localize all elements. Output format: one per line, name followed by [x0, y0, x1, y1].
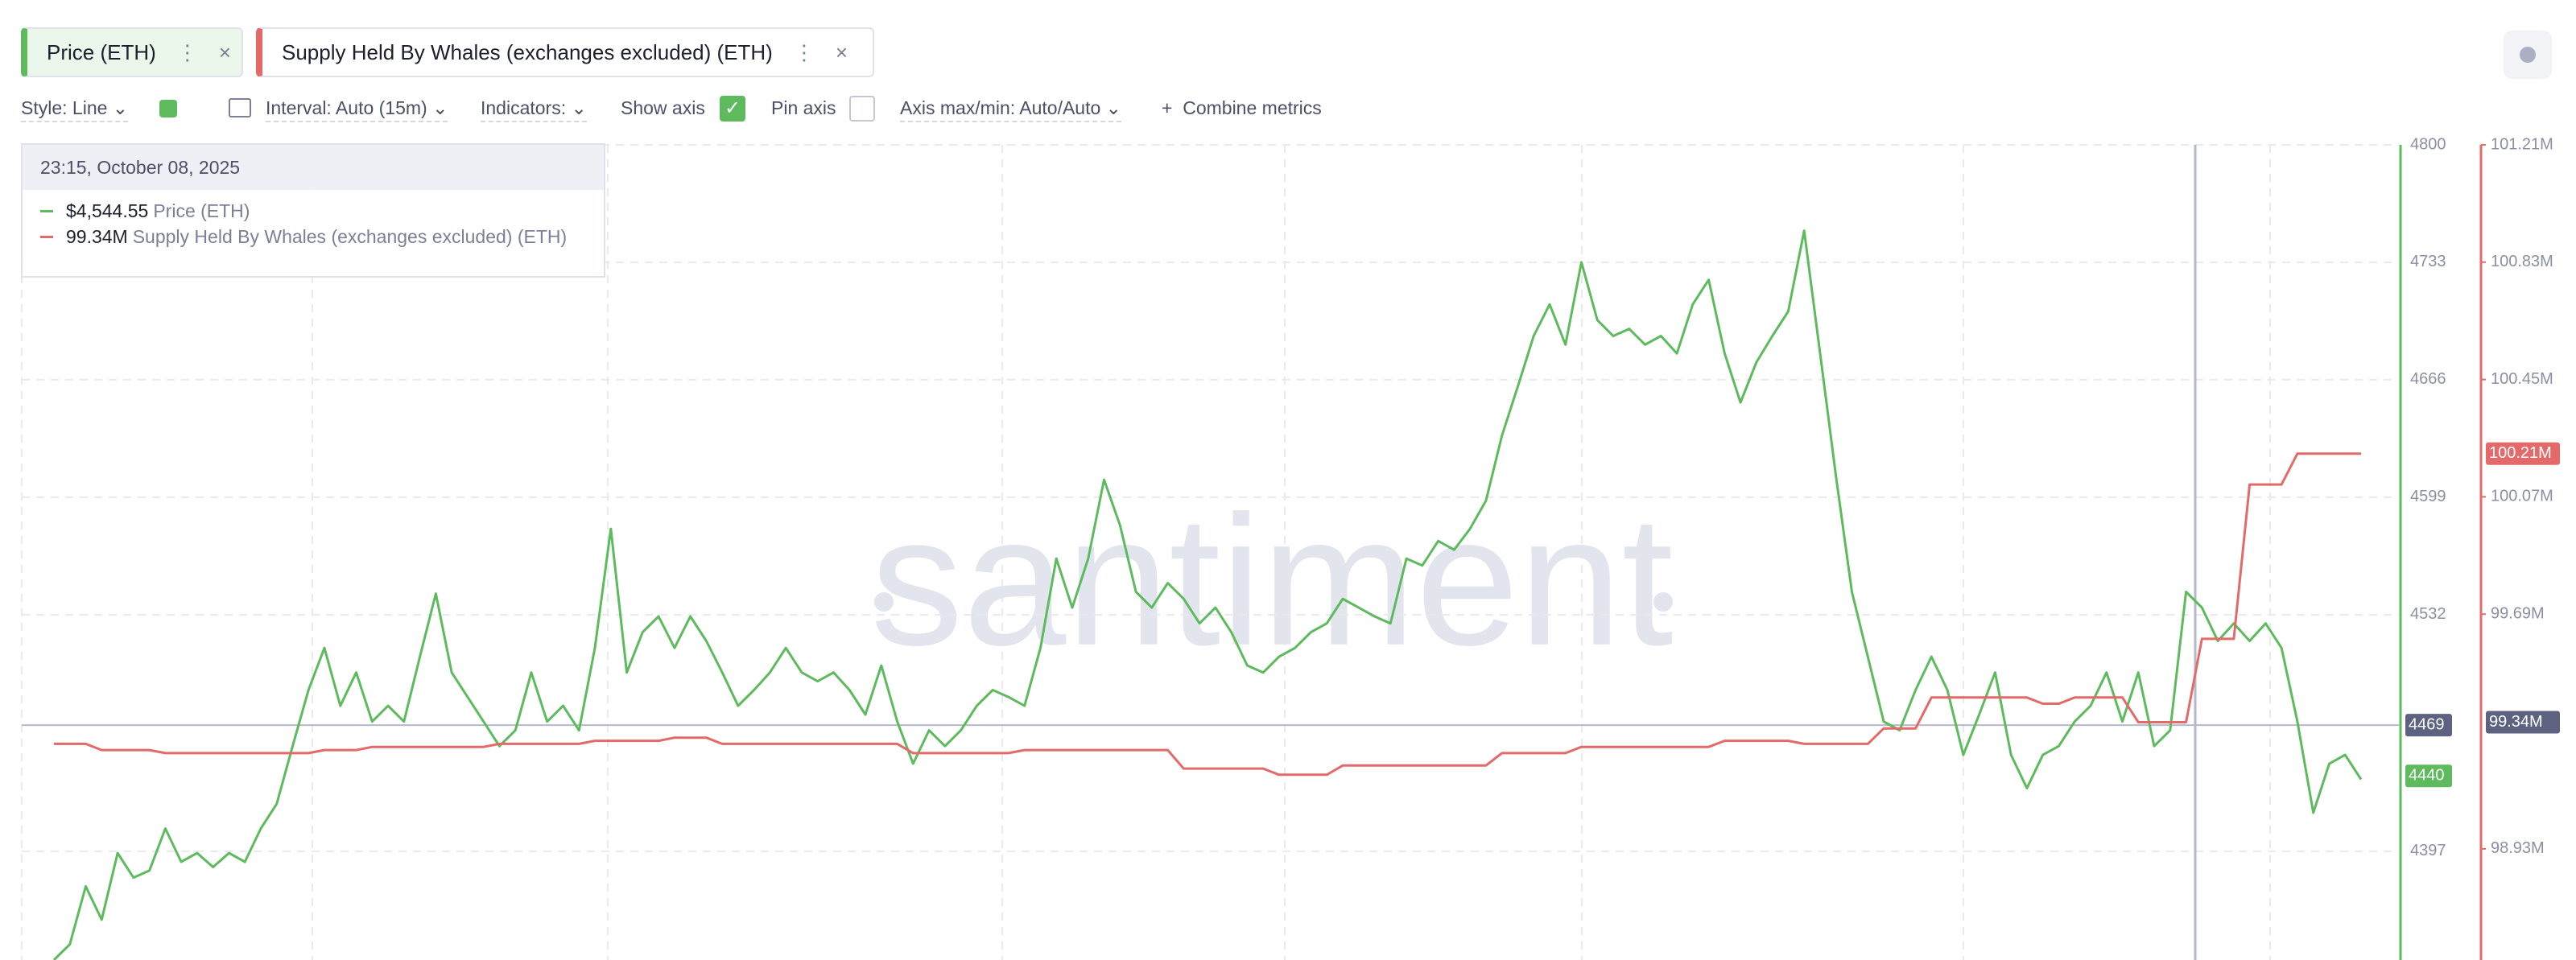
x-grid: [21, 145, 2271, 960]
tab-label: Price (ETH): [47, 39, 156, 64]
toolbar-label: Interval: Auto (15m): [266, 97, 427, 118]
series-line: [52, 229, 2363, 960]
toolbar-label: Pin axis: [771, 97, 836, 118]
legend-swatch: [40, 209, 53, 212]
y-tick-label: 4800: [2410, 135, 2446, 153]
axis-marker: [2486, 711, 2560, 734]
y2-tick-label: 98.93M: [2491, 839, 2545, 857]
y2-tick-label: 100.83M: [2491, 253, 2553, 270]
style-select[interactable]: Style: Line ⌄: [21, 95, 129, 122]
pin-axis[interactable]: Pin axis: [771, 95, 836, 121]
axis-marker: [2486, 442, 2560, 465]
menu-icon[interactable]: ⋮: [176, 39, 198, 64]
legend-swatch: [40, 235, 53, 238]
axis-marker: [2405, 764, 2452, 788]
close-icon[interactable]: ×: [218, 39, 231, 64]
toolbar-label: Show axis: [621, 97, 705, 118]
tooltip: 23:15, October 08, 2025 $4,544.55 Price …: [21, 143, 605, 278]
y2-tick-label: 99.69M: [2491, 605, 2545, 623]
tooltip-name: Price (ETH): [153, 200, 250, 221]
menu-icon[interactable]: ⋮: [793, 39, 815, 64]
tooltip-row: 99.34M Supply Held By Whales (exchanges …: [23, 224, 604, 249]
y2-tick-label: 100.07M: [2491, 488, 2553, 505]
tooltip-row: $4,544.55 Price (ETH): [23, 198, 604, 224]
show-axis[interactable]: Show axis: [621, 95, 705, 121]
close-icon[interactable]: ×: [835, 39, 848, 64]
checkbox-checked[interactable]: ✓: [720, 96, 745, 122]
axis-range-select[interactable]: Axis max/min: Auto/Auto ⌄: [900, 95, 1121, 122]
y-tick-label: 4532: [2410, 605, 2446, 623]
checkbox[interactable]: [849, 96, 875, 122]
toolbar-label: Style: Line: [21, 97, 108, 118]
metric-tab[interactable]: Price (ETH) ⋮ ×: [21, 27, 243, 77]
watermark-dot: [1653, 592, 1673, 612]
metric-tab[interactable]: Supply Held By Whales (exchanges exclude…: [256, 27, 874, 77]
watermark: santiment: [870, 477, 1673, 684]
tab-label: Supply Held By Whales (exchanges exclude…: [282, 39, 773, 64]
combine-metrics[interactable]: + Combine metrics: [1162, 97, 1322, 118]
y2-tick-label: 100.45M: [2491, 370, 2553, 388]
tooltip-name: Supply Held By Whales (exchanges exclude…: [132, 226, 568, 247]
y-tick-label: 4666: [2410, 370, 2446, 388]
tooltip-value: $4,544.55: [66, 200, 149, 221]
toolbar-label: Combine metrics: [1183, 97, 1322, 118]
tooltip-time: 23:15, October 08, 2025: [23, 145, 604, 190]
axis-marker-label: 99.34M: [2489, 713, 2543, 731]
y-tick-label: 4599: [2410, 488, 2446, 505]
axis-marker: [2405, 714, 2452, 737]
toolbar-label: Axis max/min: Auto/Auto: [900, 97, 1101, 118]
indicators-select[interactable]: Indicators: ⌄: [481, 95, 587, 122]
y2-tick-label: 101.21M: [2491, 135, 2553, 153]
tooltip-value: 99.34M: [66, 226, 128, 247]
y-tick-label: 4397: [2410, 842, 2446, 859]
series-line: [54, 452, 2361, 777]
axis-marker-label: 100.21M: [2489, 444, 2552, 462]
toolbar-label: Indicators:: [481, 97, 567, 118]
axis-marker-label: 4469: [2409, 715, 2445, 733]
interval-icon: [229, 98, 251, 117]
color-select[interactable]: [159, 100, 177, 117]
settings-icon: [2520, 47, 2536, 63]
axis-marker-label: 4440: [2409, 767, 2445, 785]
y-tick-label: 4733: [2410, 253, 2446, 270]
watermark-dot: [874, 592, 894, 612]
interval-select[interactable]: Interval: Auto (15m) ⌄: [266, 95, 448, 122]
